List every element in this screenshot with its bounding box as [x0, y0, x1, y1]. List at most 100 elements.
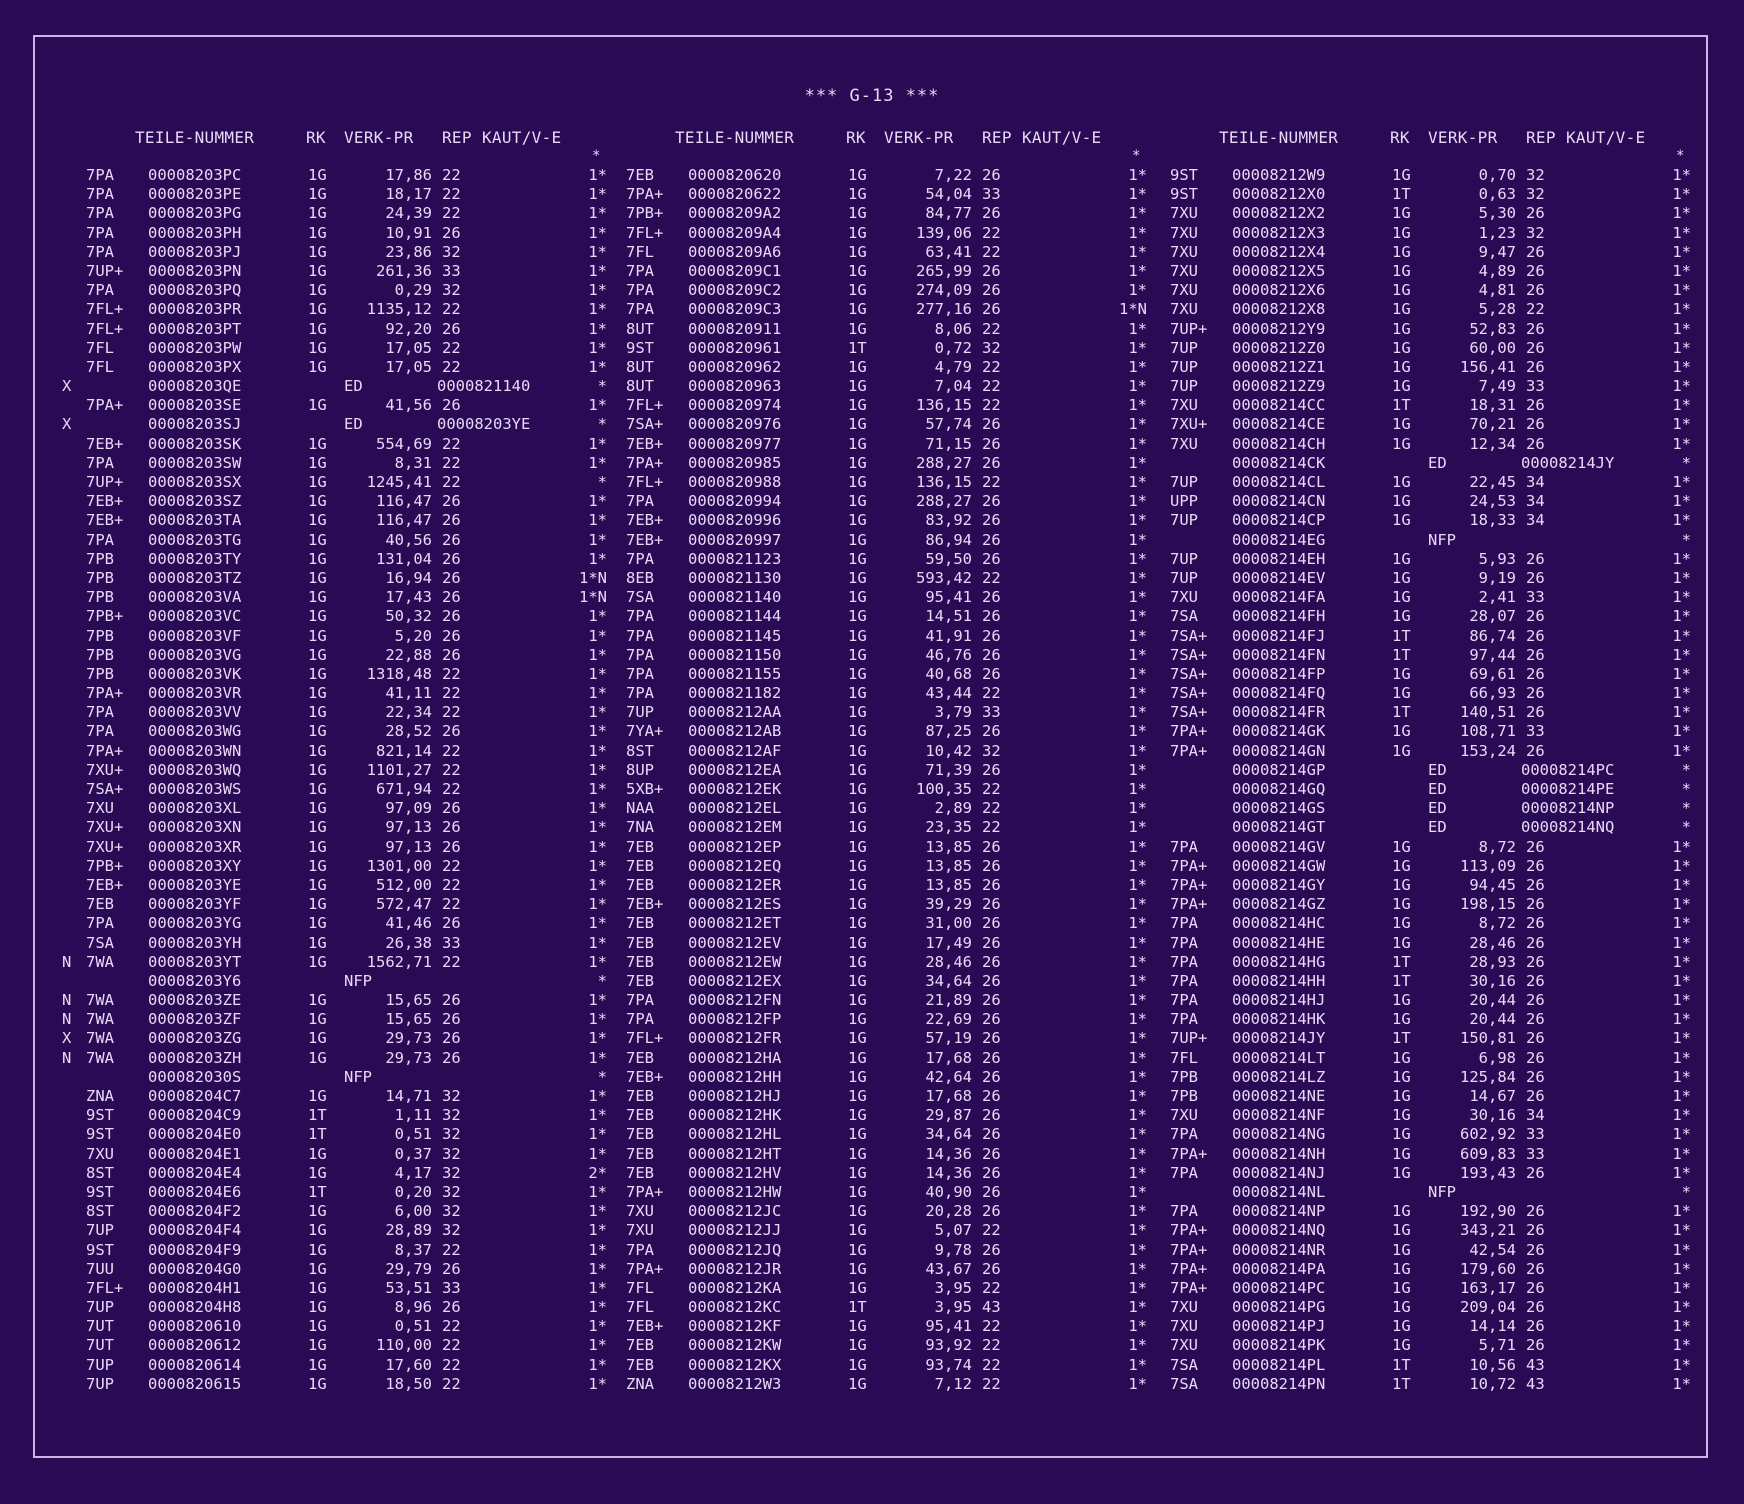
table-row: 7PB 00008203TY 1G 131,04 26 1*: [62, 549, 607, 569]
cell-rk: 1T: [1392, 1374, 1411, 1393]
cell-rk: 1G: [308, 991, 327, 1010]
table-row: 7PA 00008212JQ 1G 9,78 26 1*: [602, 1240, 1147, 1260]
cell-code: 7PA: [86, 722, 114, 741]
cell-price: 57,74: [925, 415, 972, 434]
cell-kaut: *: [597, 1067, 607, 1086]
table-row: 7FL 00008203PX 1G 17,05 22 1*: [62, 358, 607, 377]
cell-code: 7PA: [1170, 837, 1198, 856]
cell-rep: 00008203YE: [437, 415, 531, 434]
cell-rk: 1G: [1392, 1048, 1411, 1067]
cell-rep: 26: [982, 914, 1001, 933]
table-row: 7FL 00008212KA 1G 3,95 22 1*: [602, 1279, 1147, 1298]
header-rep: REP: [982, 128, 1012, 147]
cell-kaut: 1*: [1672, 1317, 1691, 1336]
cell-kaut: 1*: [1672, 166, 1691, 184]
cell-code: 7WA: [86, 952, 114, 971]
cell-rep: 22: [982, 319, 1001, 338]
cell-code: 7PA: [626, 549, 654, 568]
cell-kaut: 1*: [1672, 971, 1691, 990]
cell-kaut: 1*: [588, 1048, 607, 1067]
table-row: 7PA+ 00008214PA 1G 179,60 26 1*: [1146, 1260, 1691, 1279]
table-row: 7PA 00008203SW 1G 8,31 22 1*: [62, 454, 607, 473]
table-row: 7PA+ 00008214GW 1G 113,09 26 1*: [1146, 857, 1691, 876]
cell-price: 23,35: [925, 818, 972, 837]
cell-rep: 22: [442, 1240, 461, 1259]
cell-kaut: 1*: [1128, 588, 1147, 607]
cell-rk: 1G: [308, 626, 327, 645]
cell-rk: 1G: [1392, 242, 1411, 261]
cell-part-number: 00008212KW: [688, 1336, 782, 1355]
cell-code: 7PB+: [86, 856, 124, 875]
cell-price: 18,31: [1469, 396, 1516, 415]
cell-price: 95,41: [925, 1317, 972, 1336]
cell-kaut: 1*: [588, 453, 607, 472]
page-title: *** G-13 ***: [804, 86, 940, 106]
table-row: 7PA 00008209C3 1G 277,16 26 1*N: [602, 300, 1147, 319]
cell-kaut: 1*: [1672, 1259, 1691, 1278]
cell-code: 7XU+: [1170, 415, 1208, 434]
table-row: 7PA+ 00008214GK 1G 108,71 33 1*: [1146, 722, 1691, 741]
cell-rk: 1G: [848, 1240, 867, 1259]
cell-code: 9ST: [86, 1125, 114, 1144]
cell-rep: 22: [442, 338, 461, 357]
cell-rep: 22: [982, 780, 1001, 798]
table-row: 9ST 00008204F9 1G 8,37 22 1*: [62, 1240, 607, 1260]
cell-price: 10,91: [385, 223, 432, 242]
cell-part-number: 00008212KC: [688, 1298, 782, 1317]
table-row: 7UP 00008212Z1 1G 156,41 26 1*: [1146, 358, 1691, 377]
cell-part-number: 00008203XN: [148, 818, 242, 837]
cell-rk: 1G: [308, 1010, 327, 1029]
cell-rep: 22: [982, 1336, 1001, 1355]
cell-rk: 1G: [308, 1278, 327, 1297]
table-row: 7UP 00008214EV 1G 9,19 26 1*: [1146, 569, 1691, 588]
cell-price: 70,21: [1469, 415, 1516, 434]
cell-part-number: 00008204E1: [148, 1144, 242, 1163]
cell-rep: 26: [982, 1259, 1001, 1278]
cell-rep: 26: [1526, 396, 1545, 415]
cell-price: 131,04: [376, 549, 432, 568]
cell-code: 7PA: [626, 300, 654, 319]
cell-rep: 26: [982, 1067, 1001, 1086]
cell-flag: X: [62, 415, 72, 434]
cell-rep: 26: [982, 664, 1001, 683]
cell-code: 7EB+: [626, 530, 664, 549]
cell-rk: 1G: [1392, 1278, 1411, 1297]
table-row: N 7WA 00008203ZH 1G 29,73 26 1*: [62, 1048, 607, 1068]
cell-kaut: 1*: [1672, 588, 1691, 607]
cell-kaut: 1*: [588, 1278, 607, 1297]
cell-rep: 32: [1526, 223, 1545, 242]
table-row: 7XU 00008214CC 1T 18,31 26 1*: [1146, 396, 1691, 415]
cell-price: 23,86: [385, 242, 432, 261]
cell-kaut: 1*: [1128, 319, 1147, 338]
cell-price: 609,83: [1460, 1144, 1516, 1163]
cell-code: 7PA: [626, 1010, 654, 1029]
cell-price: 53,51: [385, 1278, 432, 1297]
cell-part-number: 00008204G0: [148, 1259, 242, 1278]
cell-part-number: 00008214CH: [1232, 434, 1326, 453]
cell-code: 7PA: [626, 281, 654, 300]
cell-code: 7PB: [1170, 1067, 1198, 1086]
cell-rep: 26: [982, 453, 1001, 472]
table-row: 7PA 00008203PC 1G 17,86 22 1*: [62, 166, 607, 185]
cell-rk: 1G: [308, 875, 327, 894]
table-row: X 00008203QE ED 0000821140 *: [62, 377, 607, 396]
cell-price: 29,73: [385, 1048, 432, 1067]
cell-kaut: 1*: [1128, 281, 1147, 300]
cell-part-number: 00008212Y9: [1232, 319, 1326, 338]
cell-rk: 1G: [1392, 991, 1411, 1010]
cell-part-number: 00008214GZ: [1232, 895, 1326, 914]
cell-part-number: 00008214CC: [1232, 396, 1326, 415]
cell-rep: 22: [982, 242, 1001, 261]
cell-rep: 00008214PC: [1521, 760, 1615, 779]
cell-price: 59,50: [925, 549, 972, 568]
cell-rk: 1G: [1392, 261, 1411, 280]
cell-flag: N: [62, 952, 72, 971]
cell-price: 28,46: [1469, 933, 1516, 952]
table-row: 00008214EG NFP *: [1146, 531, 1691, 550]
cell-rk: 1G: [308, 1144, 327, 1163]
cell-code: 9ST: [86, 1182, 114, 1201]
cell-price: 1301,00: [366, 856, 432, 875]
header-teile: TEILE-NUMMER: [1219, 128, 1339, 147]
cell-rep: 32: [442, 281, 461, 300]
cell-kaut: 1*: [1128, 1336, 1147, 1355]
